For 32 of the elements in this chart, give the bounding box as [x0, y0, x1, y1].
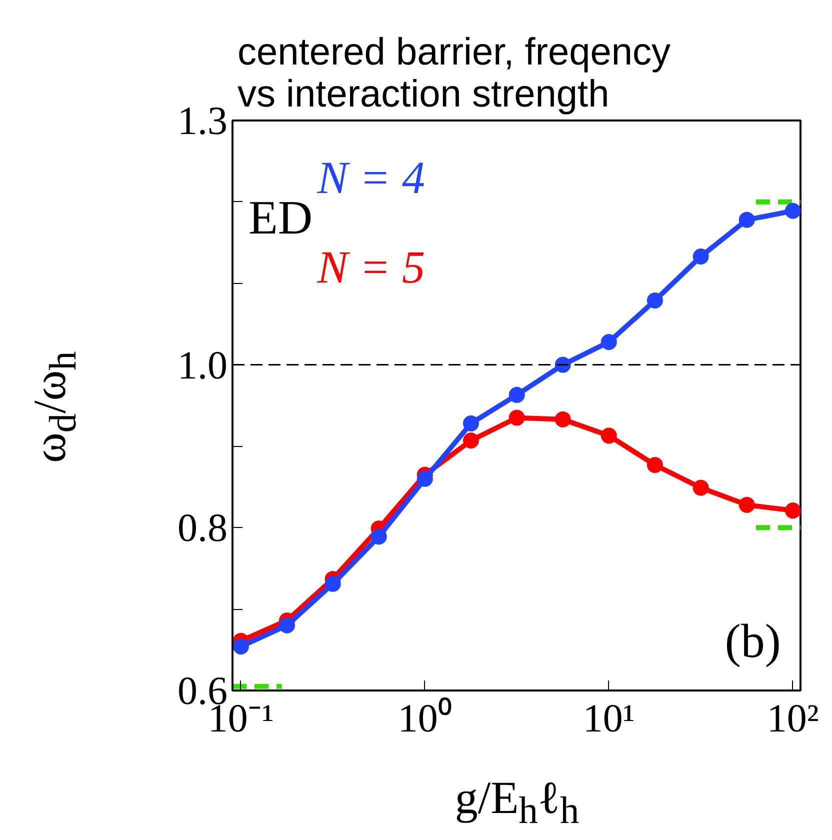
point: [738, 212, 755, 228]
point: [232, 638, 249, 655]
point: [738, 496, 755, 513]
point: [646, 456, 663, 473]
x-tick-label: 10²: [766, 696, 819, 740]
point: [784, 202, 800, 219]
y-tick-label: 0.8: [178, 505, 228, 550]
annotation: ED: [248, 192, 313, 245]
y-tick-label: 1.3: [178, 98, 228, 143]
point: [462, 415, 479, 432]
point: [278, 617, 295, 634]
point: [508, 386, 525, 403]
x-tick-label: 10¹: [582, 696, 635, 740]
text: N = 4: [316, 152, 426, 203]
annotation: (b): [724, 615, 781, 668]
point: [462, 432, 479, 448]
point: [600, 334, 617, 350]
point: [646, 292, 663, 308]
text: N = 5: [316, 242, 426, 293]
point: [324, 576, 341, 592]
point: [554, 411, 571, 428]
point: [416, 470, 433, 487]
y-tick-label: 1.0: [178, 342, 228, 388]
point: [692, 480, 709, 496]
point: [508, 410, 525, 426]
point: [784, 502, 800, 519]
chart-title: centered barrier, freqency vs interaction strength: [238, 32, 671, 116]
point: [370, 528, 387, 545]
point: [600, 428, 617, 444]
x-axis-title: g/E$_{h}$ℓ$_{h}$: [454, 772, 580, 832]
x-tick-label: 10⁰: [398, 696, 452, 740]
point: [692, 248, 709, 264]
